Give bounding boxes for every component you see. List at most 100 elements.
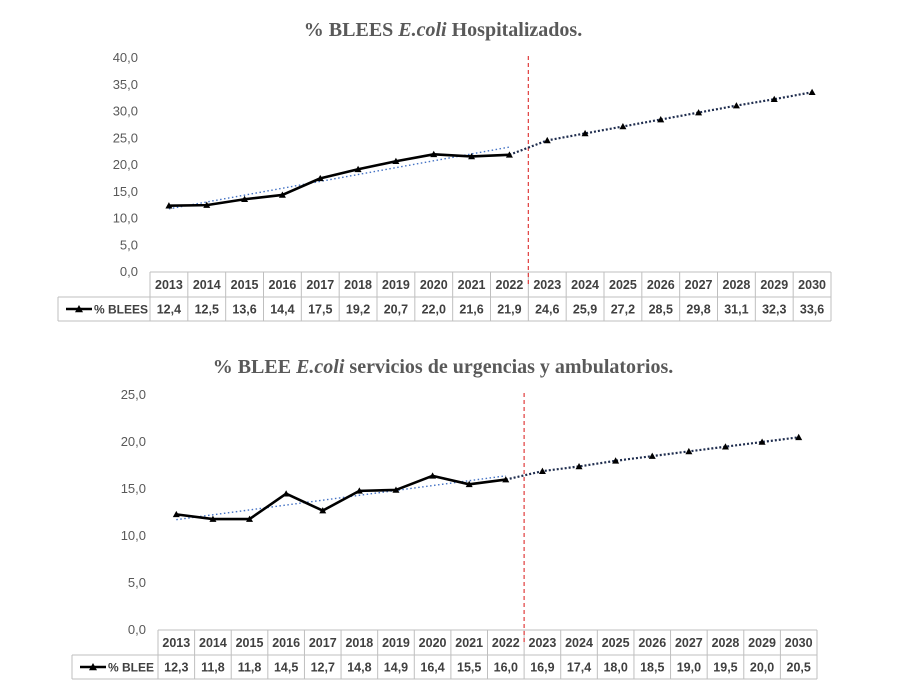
trendline (168, 146, 510, 210)
table-year-cell: 2028 (712, 636, 740, 650)
table-value-cell: 12,4 (157, 303, 181, 317)
y-tick-label: 25,0 (121, 387, 146, 402)
table-value-cell: 19,5 (713, 661, 737, 675)
chart-title-part: % BLEE (213, 356, 296, 378)
table-year-cell: 2027 (675, 636, 703, 650)
table-year-cell: 2026 (638, 636, 666, 650)
data-point-marker (241, 195, 249, 203)
data-point-marker (695, 109, 703, 116)
table-value-cell: 15,5 (457, 661, 481, 675)
table-value-cell: 13,6 (232, 303, 256, 317)
legend-label: % BLEE (108, 661, 154, 675)
table-year-cell: 2021 (455, 636, 483, 650)
data-point-marker (721, 443, 729, 450)
table-year-cell: 2030 (798, 278, 826, 292)
y-tick-label: 35,0 (113, 77, 138, 92)
data-point-marker (278, 191, 286, 198)
table-year-cell: 2013 (155, 278, 183, 292)
table-value-cell: 29,8 (686, 303, 710, 317)
table-value-cell: 32,3 (762, 303, 786, 317)
table-value-cell: 12,5 (195, 303, 219, 317)
table-year-cell: 2019 (382, 278, 410, 292)
data-point-marker (316, 174, 324, 182)
table-year-cell: 2018 (345, 636, 373, 650)
data-point-marker (575, 462, 583, 470)
y-tick-label: 10,0 (113, 211, 138, 226)
table-year-cell: 2025 (609, 278, 637, 292)
y-tick-label: 0,0 (120, 264, 138, 279)
data-point-marker (505, 151, 513, 158)
data-point-marker (538, 467, 546, 474)
table-year-cell: 2015 (231, 278, 259, 292)
table-year-cell: 2020 (420, 278, 448, 292)
data-point-marker (354, 165, 362, 173)
data-point-marker (319, 507, 327, 514)
chart-title-italic: E.coli (397, 19, 447, 41)
data-point-marker (685, 447, 693, 455)
table-year-cell: 2023 (533, 278, 561, 292)
table-value-cell: 33,6 (800, 303, 824, 317)
y-tick-label: 0,0 (128, 622, 146, 637)
table-value-cell: 19,0 (677, 661, 701, 675)
table-year-cell: 2016 (269, 278, 297, 292)
table-value-cell: 14,5 (274, 661, 298, 675)
table-value-cell: 16,4 (420, 661, 444, 675)
table-year-cell: 2016 (272, 636, 300, 650)
table-year-cell: 2027 (685, 278, 713, 292)
y-tick-label: 40,0 (113, 50, 138, 65)
table-year-cell: 2013 (162, 636, 190, 650)
data-point-marker (619, 122, 627, 130)
table-year-cell: 2018 (344, 278, 372, 292)
table-value-cell: 12,3 (164, 661, 188, 675)
table-value-cell: 25,9 (573, 303, 597, 317)
data-point-marker (657, 116, 665, 123)
legend-marker (75, 305, 83, 313)
data-point-marker (172, 510, 180, 518)
data-point-marker (392, 486, 400, 493)
table-value-cell: 21,9 (497, 303, 521, 317)
table-year-cell: 2019 (382, 636, 410, 650)
table-value-cell: 21,6 (459, 303, 483, 317)
table-value-cell: 20,5 (787, 661, 811, 675)
chart-hospitalizados: % BLEES E.coli Hospitalizados. 0,0 5,0 10,0… (57, 19, 832, 322)
data-point-marker (203, 201, 211, 208)
table-year-cell: 2020 (419, 636, 447, 650)
data-point-marker (795, 433, 803, 441)
series-line-observed (176, 474, 506, 521)
data-point-marker (612, 457, 620, 464)
table-year-cell: 2022 (492, 636, 520, 650)
y-tick-label: 25,0 (113, 130, 138, 145)
table-value-cell: 17,5 (308, 303, 332, 317)
chart-urgencias-ambulatorios: % BLEE E.coli servicios de urgencias y a… (71, 356, 818, 680)
table-value-cell: 12,7 (311, 661, 335, 675)
table-value-cell: 14,8 (347, 661, 371, 675)
table-year-cell: 2024 (571, 278, 599, 292)
chart-title-part: servicios de urgencias y ambulatorios. (344, 356, 673, 378)
data-point-marker (502, 476, 510, 483)
data-point-marker (209, 515, 217, 522)
data-point-marker (282, 490, 290, 497)
table-value-cell: 14,4 (270, 303, 294, 317)
table-value-cell: 19,2 (346, 303, 370, 317)
table-year-cell: 2023 (529, 636, 557, 650)
data-point-marker (165, 202, 173, 209)
table-year-cell: 2024 (565, 636, 593, 650)
table-year-cell: 2026 (647, 278, 675, 292)
series-line-forecast (509, 91, 813, 156)
table-value-cell: 17,4 (567, 661, 591, 675)
y-tick-label: 5,0 (128, 575, 146, 590)
table-year-cell: 2014 (193, 278, 221, 292)
chart-title-part: Hospitalizados. (447, 19, 583, 41)
y-tick-label: 30,0 (113, 104, 138, 119)
table-value-cell: 31,1 (724, 303, 748, 317)
table-value-cell: 27,2 (611, 303, 635, 317)
data-point-marker (430, 150, 438, 158)
table-value-cell: 22,0 (422, 303, 446, 317)
table-year-cell: 2021 (458, 278, 486, 292)
table-value-cell: 28,5 (649, 303, 673, 317)
y-tick-label: 5,0 (120, 237, 138, 252)
data-point-marker (770, 95, 778, 102)
trendline (176, 475, 506, 521)
table-year-cell: 2029 (748, 636, 776, 650)
